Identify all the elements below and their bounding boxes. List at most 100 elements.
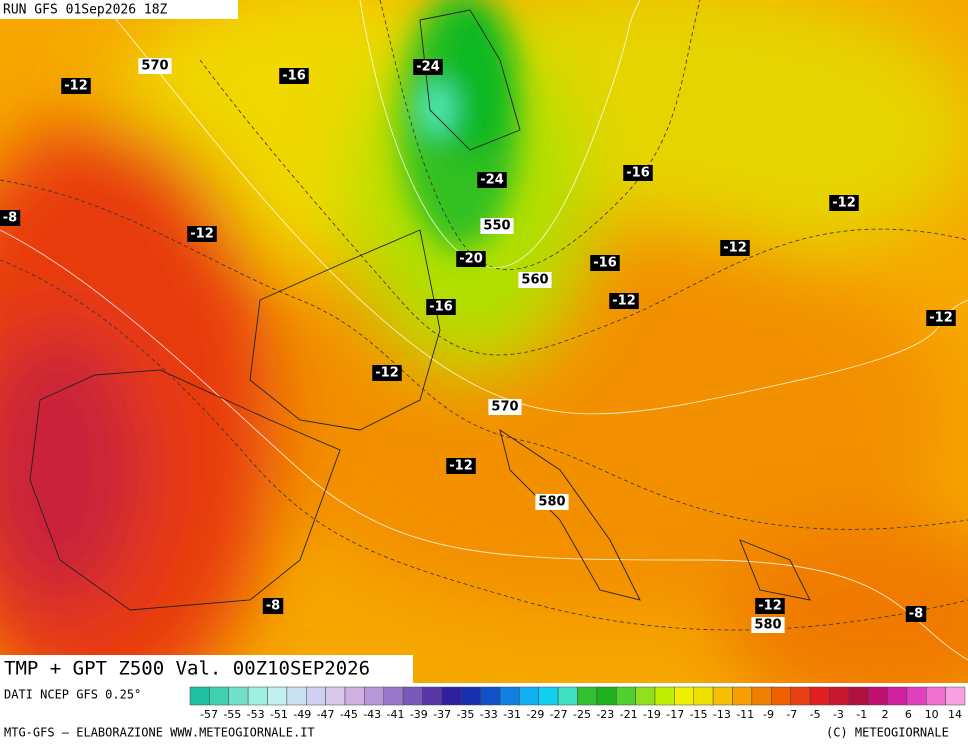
temperature-label: -16 — [279, 68, 309, 84]
scale-swatch — [364, 686, 384, 706]
scale-label: -9 — [763, 708, 774, 721]
label-text: -12 — [612, 294, 636, 309]
label-text: 580 — [538, 495, 565, 510]
label-box — [905, 606, 927, 622]
scale-swatch — [286, 686, 307, 706]
label-box — [426, 299, 456, 315]
scale-label: -41 — [387, 708, 405, 721]
geopotential-label: 570 — [488, 399, 522, 415]
run-label: RUN GFS 01Sep2026 18Z — [3, 3, 168, 18]
scale-label: -29 — [526, 708, 544, 721]
scale-swatch — [712, 686, 733, 706]
footer-title: TMP + GPT Z500 Val. 00Z10SEP2026 — [4, 658, 370, 680]
label-box — [829, 195, 859, 211]
temperature-label: -12 — [926, 310, 956, 326]
label-text: -24 — [416, 60, 440, 75]
scale-swatch — [790, 686, 811, 706]
scale-swatch — [499, 686, 520, 706]
label-box — [926, 310, 956, 326]
label-text: -12 — [449, 459, 473, 474]
scale-swatch — [228, 686, 249, 706]
label-box — [187, 226, 217, 242]
scale-label: -27 — [550, 708, 568, 721]
isohypses — [0, 0, 968, 661]
scale-label: -11 — [736, 708, 754, 721]
scale-swatch — [209, 686, 229, 706]
scale-label: 2 — [882, 708, 889, 721]
label-box — [262, 598, 284, 614]
scale-label: 14 — [948, 708, 962, 721]
scale-swatch — [616, 686, 636, 706]
credit: MTG-GFS — ELABORAZIONE WWW.METEOGIORNALE… — [4, 726, 315, 740]
label-text: -16 — [593, 256, 617, 271]
label-text: -24 — [480, 173, 504, 188]
scale-swatch — [654, 686, 675, 706]
label-box — [480, 218, 514, 234]
scale-label: -21 — [620, 708, 638, 721]
geopotential-label: 580 — [535, 494, 569, 510]
scale-swatch — [267, 686, 288, 706]
label-text: -8 — [266, 599, 280, 614]
label-text: -12 — [832, 196, 856, 211]
label-text: 580 — [754, 618, 781, 633]
label-box — [372, 365, 402, 381]
label-box — [456, 251, 486, 267]
scale-swatch — [461, 686, 481, 706]
scale-label: -7 — [786, 708, 797, 721]
scale-swatch — [557, 686, 578, 706]
geopotential-label: 570 — [138, 58, 172, 74]
scale-label: -25 — [573, 708, 591, 721]
scale-swatch — [906, 686, 927, 706]
label-box — [138, 58, 172, 74]
label-box — [755, 598, 785, 614]
scale-label: -47 — [317, 708, 335, 721]
scale-label: -3 — [833, 708, 844, 721]
scale-swatch — [383, 686, 404, 706]
temperature-label: -8 — [0, 210, 21, 226]
label-box — [488, 399, 522, 415]
label-box — [518, 272, 552, 288]
scale-swatch — [306, 686, 326, 706]
scale-swatch — [674, 686, 694, 706]
scale-label: -13 — [713, 708, 731, 721]
scale-swatch — [887, 686, 908, 706]
scale-swatch — [926, 686, 946, 706]
scale-swatch — [402, 686, 423, 706]
label-box — [446, 458, 476, 474]
scale-label: -19 — [643, 708, 661, 721]
label-text: -12 — [190, 227, 214, 242]
temperature-label: -16 — [590, 255, 620, 271]
scale-swatch — [422, 686, 443, 706]
scale-swatch — [441, 686, 462, 706]
scale-swatch — [596, 686, 617, 706]
map-field — [0, 0, 968, 683]
source: DATI NCEP GFS 0.25° — [4, 688, 141, 702]
temperature-label: -24 — [413, 59, 443, 75]
scale-swatch — [538, 686, 559, 706]
label-box — [279, 68, 309, 84]
scale-label: -57 — [200, 708, 218, 721]
scale-swatch — [693, 686, 714, 706]
temperature-label: -12 — [829, 195, 859, 211]
scale-label: -15 — [690, 708, 708, 721]
temperature-label: -16 — [426, 299, 456, 315]
scale-swatch — [829, 686, 849, 706]
label-text: -20 — [459, 252, 483, 267]
geopotential-label: 550 — [480, 218, 514, 234]
temperature-label: -12 — [372, 365, 402, 381]
temperature-label: -12 — [187, 226, 217, 242]
geopotential-label: 560 — [518, 272, 552, 288]
label-text: 570 — [141, 59, 168, 74]
scale-label: -1 — [856, 708, 867, 721]
scale-swatch — [809, 686, 830, 706]
label-text: -12 — [375, 366, 399, 381]
scale-swatch — [189, 686, 210, 706]
scale-swatch — [867, 686, 888, 706]
scale-label: 10 — [925, 708, 939, 721]
temperature-label: -12 — [61, 78, 91, 94]
label-text: -12 — [929, 311, 953, 326]
scale-label: -5 — [810, 708, 821, 721]
label-box — [609, 293, 639, 309]
coastlines — [29, 9, 811, 611]
